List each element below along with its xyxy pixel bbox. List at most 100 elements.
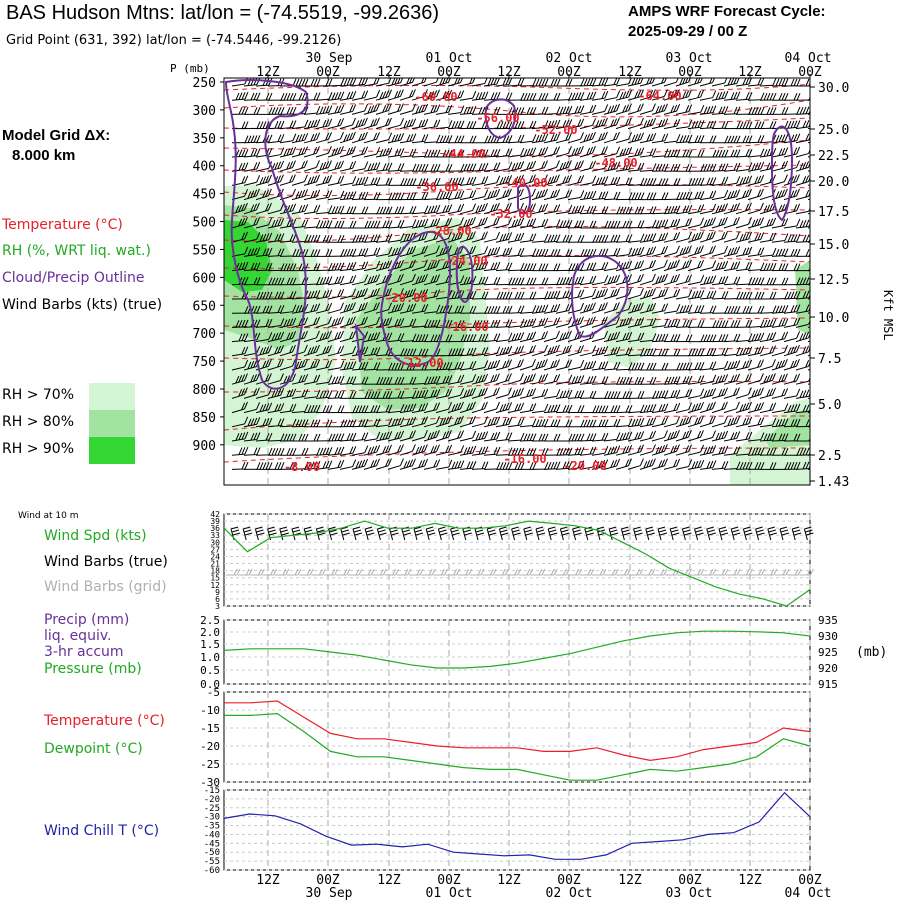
wind-barb — [555, 447, 573, 456]
wind-barb — [483, 446, 501, 456]
wind-barb — [543, 234, 561, 243]
wind-barb — [723, 106, 741, 115]
wind-barb — [579, 118, 597, 130]
wind-barb — [519, 233, 537, 243]
wind-barb — [303, 160, 320, 172]
wind-barb — [711, 291, 729, 300]
time-tick-label-top: 12Z — [377, 65, 401, 80]
wind-barb — [795, 345, 810, 357]
wind-barb — [435, 120, 453, 130]
wind-barb — [555, 419, 573, 428]
cloud-outline — [455, 245, 474, 303]
wind-barb — [519, 78, 537, 87]
wind-barb — [627, 206, 645, 215]
wind-barb — [243, 402, 261, 414]
wind-barb — [423, 289, 441, 300]
isotherm-labels: -64.00-60.00-56.00-52.00-48.00-44.00-40.… — [284, 89, 682, 474]
wind-barb — [723, 461, 741, 470]
wind-barb — [687, 319, 705, 328]
wind-barb — [231, 149, 249, 158]
wind-barb — [687, 289, 705, 300]
wind-barb — [375, 404, 393, 414]
wind-barb — [699, 260, 717, 272]
wind-barb — [243, 291, 261, 300]
wind-barb — [423, 191, 441, 201]
wind-speed-line — [224, 520, 810, 606]
wind-barb — [627, 444, 644, 456]
wind-barb-true — [279, 526, 289, 541]
wind-tick-label: 39 — [210, 517, 220, 526]
wind-barb — [519, 107, 537, 115]
wind-barb — [663, 259, 680, 272]
wind-barb — [507, 417, 525, 428]
wind-barb — [519, 120, 537, 130]
wind-barb — [435, 163, 453, 172]
wind-barb — [447, 415, 464, 428]
wind-barb — [687, 388, 705, 399]
wind-barb — [423, 334, 441, 343]
wind-barb — [531, 174, 548, 186]
wind-barb-true — [559, 526, 570, 541]
wind-barb — [387, 148, 405, 158]
wind-barb — [315, 390, 333, 399]
wind-barb — [759, 232, 777, 243]
wind-barb — [579, 446, 597, 456]
wind-barb — [399, 303, 417, 314]
wind-barb — [687, 163, 705, 172]
legend-dewpoint: Dewpoint (°C) — [44, 741, 143, 757]
wind-barb — [363, 391, 381, 399]
wind-barb — [687, 305, 705, 314]
wind-barb — [795, 447, 810, 456]
wind-barb — [747, 291, 765, 300]
wind-barb — [687, 401, 704, 414]
wind-barb — [423, 164, 441, 172]
wind-barb — [531, 263, 549, 272]
wind-barb — [507, 318, 525, 328]
wind-barb — [699, 445, 717, 456]
wind-barb — [387, 132, 405, 144]
wind-barb — [579, 316, 596, 328]
wind-barb — [375, 220, 393, 229]
wind-barb — [255, 232, 273, 243]
wind-barb — [399, 318, 417, 328]
legend-wind-barbs-true: Wind Barbs (true) — [44, 554, 168, 570]
wind-barb — [447, 149, 465, 158]
wind-barb — [663, 191, 681, 201]
wind-barb — [663, 118, 681, 130]
wind-barb — [639, 259, 656, 272]
cloud-outline — [354, 322, 366, 363]
wind-barb — [267, 418, 285, 428]
wind-barb — [627, 89, 644, 101]
time-tick-label-top: 00Z — [437, 65, 461, 80]
wind-barb — [711, 460, 729, 470]
wind-barb — [507, 462, 525, 470]
isotherm-label: -16.00 — [503, 452, 546, 466]
wind-barb — [279, 291, 297, 300]
wind-barb — [519, 92, 537, 101]
wind-barb — [387, 444, 404, 456]
windchill-tick-label: -30 — [204, 813, 220, 823]
wind-barb — [675, 231, 692, 243]
wind-barb — [579, 78, 597, 87]
wind-barb-grid — [421, 568, 436, 576]
wind-barb — [339, 117, 356, 130]
wind-barb — [423, 218, 441, 229]
height-tick-label: 20.0 — [818, 175, 849, 190]
wind-barb — [447, 105, 465, 115]
wind-barb — [327, 375, 345, 385]
wind-barb — [399, 232, 417, 243]
precip-tick-label: 2.0 — [200, 626, 220, 639]
wind-barb — [399, 219, 417, 229]
wind-barb — [351, 288, 368, 300]
wind-barb — [579, 175, 597, 186]
wind-barb — [543, 419, 561, 428]
wind-barb — [279, 447, 297, 456]
wind-barb — [411, 89, 428, 101]
temperature-tick-label: -30 — [200, 776, 220, 789]
wind-barb — [663, 458, 681, 470]
wind-barb — [675, 119, 693, 130]
isotherm-line — [224, 317, 810, 329]
precip-tick-label: 0.0 — [200, 678, 220, 691]
wind-barb — [495, 232, 513, 243]
wind-barb — [231, 401, 248, 414]
